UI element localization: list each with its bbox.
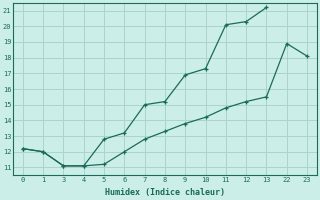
X-axis label: Humidex (Indice chaleur): Humidex (Indice chaleur) [105, 188, 225, 197]
